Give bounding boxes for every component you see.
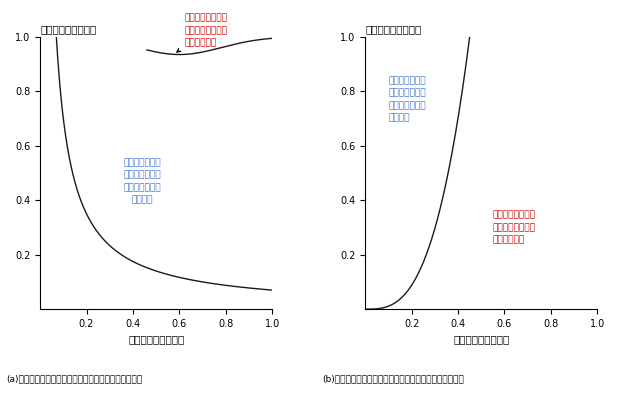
Text: 資源財の交易自由度: 資源財の交易自由度 [365,24,422,35]
Text: (a)　資源に富む地域の資源財が工業で多用される場合: (a) 資源に富む地域の資源財が工業で多用される場合 [6,374,143,383]
Text: 資源財の交易自由度: 資源財の交易自由度 [40,24,96,35]
X-axis label: 工業財の交易自由度: 工業財の交易自由度 [453,335,510,344]
Text: (b)　資源に富む地域の資源財が工業で多用されない場合: (b) 資源に富む地域の資源財が工業で多用されない場合 [322,374,464,383]
Text: 資源に富む地域の
厚生が他地域より
低くなる領域: 資源に富む地域の 厚生が他地域より 低くなる領域 [177,14,227,52]
Text: 資源に富む地域
の企業シェアが
他地域より低く
なる領域: 資源に富む地域 の企業シェアが 他地域より低く なる領域 [123,158,161,205]
Text: 資源に富む地域
の企業シェアが
他地域より低く
なる領域: 資源に富む地域 の企業シェアが 他地域より低く なる領域 [388,76,426,123]
Text: 資源に富む地域の
厚生が他地域より
低くなる領域: 資源に富む地域の 厚生が他地域より 低くなる領域 [493,211,536,245]
X-axis label: 工業財の交易自由度: 工業財の交易自由度 [128,335,184,344]
